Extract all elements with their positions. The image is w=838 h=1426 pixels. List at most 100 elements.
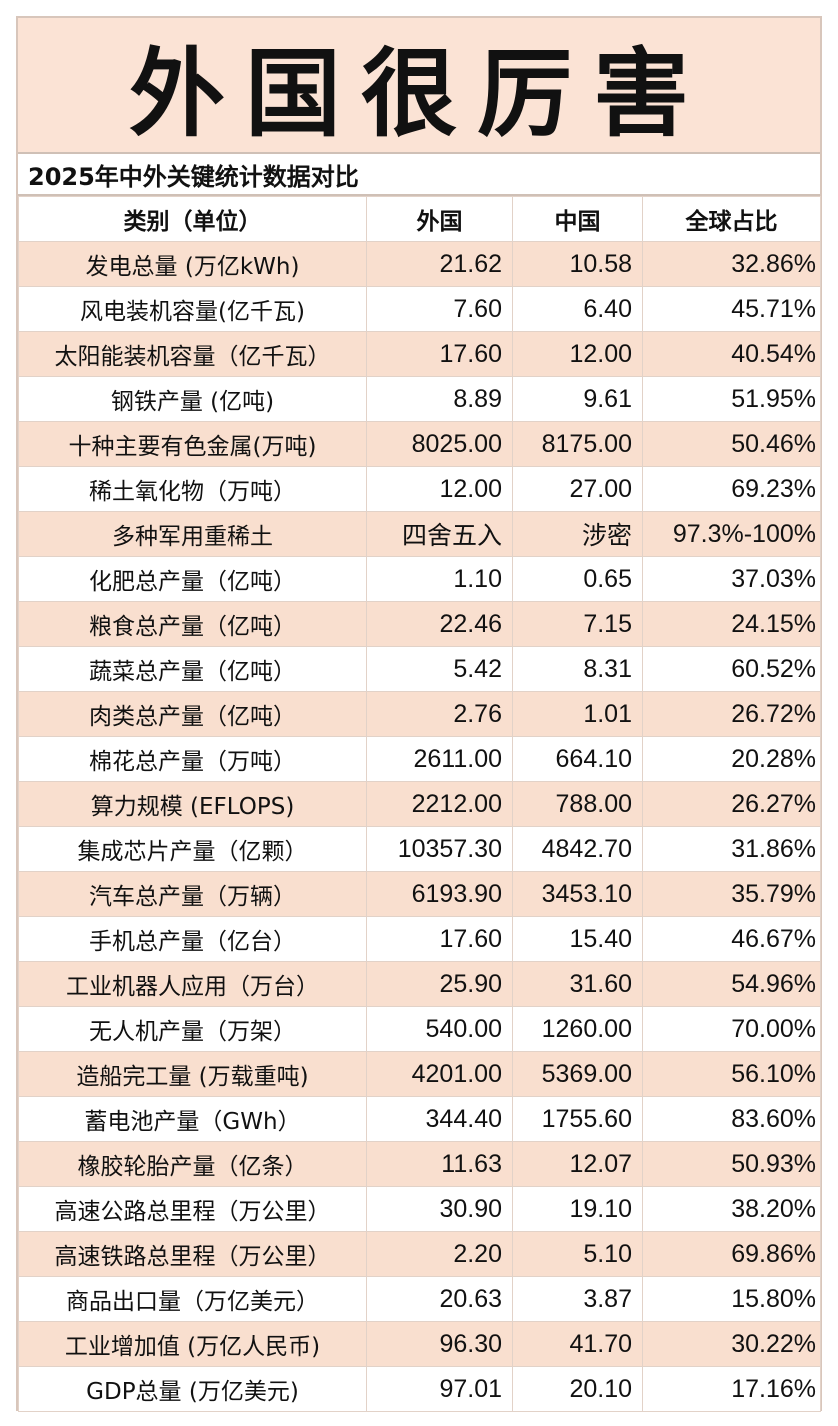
china-value-cell: 5369.00: [512, 1051, 643, 1097]
page-title: 外国很厉害: [129, 37, 709, 150]
global-share-cell: 45.71%: [642, 286, 821, 332]
foreign-value-cell: 97.01: [366, 1366, 513, 1412]
foreign-value-cell: 12.00: [366, 466, 513, 512]
global-share-cell: 50.46%: [642, 421, 821, 467]
foreign-value-cell: 四舍五入: [366, 511, 513, 557]
china-value-cell: 9.61: [512, 376, 643, 422]
category-cell: 太阳能装机容量（亿千瓦）: [18, 331, 367, 377]
global-share-cell: 24.15%: [642, 601, 821, 647]
foreign-value-cell: 344.40: [366, 1096, 513, 1142]
global-share-cell: 50.93%: [642, 1141, 821, 1187]
china-value-cell: 3453.10: [512, 871, 643, 917]
china-value-cell: 19.10: [512, 1186, 643, 1232]
global-share-cell: 97.3%-100%: [642, 511, 821, 557]
header-china: 中国: [512, 196, 643, 242]
category-cell: 钢铁产量 (亿吨): [18, 376, 367, 422]
global-share-cell: 40.54%: [642, 331, 821, 377]
china-value-cell: 20.10: [512, 1366, 643, 1412]
table-row: 粮食总产量（亿吨） 22.46 7.15 24.15%: [18, 601, 821, 647]
china-value-cell: 10.58: [512, 241, 643, 287]
global-share-cell: 26.72%: [642, 691, 821, 737]
global-share-cell: 46.67%: [642, 916, 821, 962]
global-share-cell: 35.79%: [642, 871, 821, 917]
china-value-cell: 3.87: [512, 1276, 643, 1322]
table-row: 稀土氧化物（万吨） 12.00 27.00 69.23%: [18, 466, 821, 512]
china-value-cell: 12.00: [512, 331, 643, 377]
china-value-cell: 涉密: [512, 511, 643, 557]
foreign-value-cell: 21.62: [366, 241, 513, 287]
table-row: 棉花总产量（万吨） 2611.00 664.10 20.28%: [18, 736, 821, 782]
category-cell: 橡胶轮胎产量（亿条）: [18, 1141, 367, 1187]
header-category: 类别（单位）: [18, 196, 367, 242]
category-cell: 高速铁路总里程（万公里）: [18, 1231, 367, 1277]
foreign-value-cell: 6193.90: [366, 871, 513, 917]
foreign-value-cell: 8025.00: [366, 421, 513, 467]
category-cell: 化肥总产量（亿吨）: [18, 556, 367, 602]
table-row: 橡胶轮胎产量（亿条） 11.63 12.07 50.93%: [18, 1141, 821, 1187]
category-cell: 工业机器人应用（万台）: [18, 961, 367, 1007]
china-value-cell: 1755.60: [512, 1096, 643, 1142]
global-share-cell: 54.96%: [642, 961, 821, 1007]
china-value-cell: 27.00: [512, 466, 643, 512]
category-cell: 手机总产量（亿台）: [18, 916, 367, 962]
table-row: 化肥总产量（亿吨） 1.10 0.65 37.03%: [18, 556, 821, 602]
china-value-cell: 788.00: [512, 781, 643, 827]
global-share-cell: 69.86%: [642, 1231, 821, 1277]
global-share-cell: 15.80%: [642, 1276, 821, 1322]
table-row: 风电装机容量(亿千瓦) 7.60 6.40 45.71%: [18, 286, 821, 332]
foreign-value-cell: 540.00: [366, 1006, 513, 1052]
foreign-value-cell: 30.90: [366, 1186, 513, 1232]
category-cell: 棉花总产量（万吨）: [18, 736, 367, 782]
category-cell: 无人机产量（万架）: [18, 1006, 367, 1052]
table-row: 十种主要有色金属(万吨) 8025.00 8175.00 50.46%: [18, 421, 821, 467]
foreign-value-cell: 10357.30: [366, 826, 513, 872]
table-row: 造船完工量 (万载重吨) 4201.00 5369.00 56.10%: [18, 1051, 821, 1097]
category-cell: 稀土氧化物（万吨）: [18, 466, 367, 512]
statistics-table: 类别（单位） 外国 中国 全球占比 发电总量 (万亿kWh) 21.62 10.58…: [18, 196, 821, 1412]
table-row: 高速公路总里程（万公里） 30.90 19.10 38.20%: [18, 1186, 821, 1232]
table-row: 手机总产量（亿台） 17.60 15.40 46.67%: [18, 916, 821, 962]
china-value-cell: 8175.00: [512, 421, 643, 467]
foreign-value-cell: 17.60: [366, 331, 513, 377]
china-value-cell: 8.31: [512, 646, 643, 692]
china-value-cell: 4842.70: [512, 826, 643, 872]
header-global-share: 全球占比: [642, 196, 821, 242]
foreign-value-cell: 7.60: [366, 286, 513, 332]
foreign-value-cell: 8.89: [366, 376, 513, 422]
table-row: 蓄电池产量（GWh） 344.40 1755.60 83.60%: [18, 1096, 821, 1142]
category-cell: GDP总量 (万亿美元): [18, 1366, 367, 1412]
china-value-cell: 1.01: [512, 691, 643, 737]
foreign-value-cell: 2212.00: [366, 781, 513, 827]
table-row: 无人机产量（万架） 540.00 1260.00 70.00%: [18, 1006, 821, 1052]
foreign-value-cell: 1.10: [366, 556, 513, 602]
table-row: 钢铁产量 (亿吨) 8.89 9.61 51.95%: [18, 376, 821, 422]
category-cell: 肉类总产量（亿吨）: [18, 691, 367, 737]
global-share-cell: 17.16%: [642, 1366, 821, 1412]
global-share-cell: 69.23%: [642, 466, 821, 512]
foreign-value-cell: 2611.00: [366, 736, 513, 782]
foreign-value-cell: 11.63: [366, 1141, 513, 1187]
global-share-cell: 37.03%: [642, 556, 821, 602]
foreign-value-cell: 20.63: [366, 1276, 513, 1322]
foreign-value-cell: 25.90: [366, 961, 513, 1007]
global-share-cell: 38.20%: [642, 1186, 821, 1232]
category-cell: 汽车总产量（万辆）: [18, 871, 367, 917]
global-share-cell: 60.52%: [642, 646, 821, 692]
category-cell: 蓄电池产量（GWh）: [18, 1096, 367, 1142]
china-value-cell: 31.60: [512, 961, 643, 1007]
category-cell: 高速公路总里程（万公里）: [18, 1186, 367, 1232]
category-cell: 十种主要有色金属(万吨): [18, 421, 367, 467]
foreign-value-cell: 96.30: [366, 1321, 513, 1367]
china-value-cell: 12.07: [512, 1141, 643, 1187]
category-cell: 工业增加值 (万亿人民币): [18, 1321, 367, 1367]
category-cell: 粮食总产量（亿吨）: [18, 601, 367, 647]
foreign-value-cell: 2.20: [366, 1231, 513, 1277]
foreign-value-cell: 4201.00: [366, 1051, 513, 1097]
table-row: 太阳能装机容量（亿千瓦） 17.60 12.00 40.54%: [18, 331, 821, 377]
table-row: 工业机器人应用（万台） 25.90 31.60 54.96%: [18, 961, 821, 1007]
china-value-cell: 15.40: [512, 916, 643, 962]
global-share-cell: 70.00%: [642, 1006, 821, 1052]
category-cell: 造船完工量 (万载重吨): [18, 1051, 367, 1097]
foreign-value-cell: 5.42: [366, 646, 513, 692]
global-share-cell: 32.86%: [642, 241, 821, 287]
